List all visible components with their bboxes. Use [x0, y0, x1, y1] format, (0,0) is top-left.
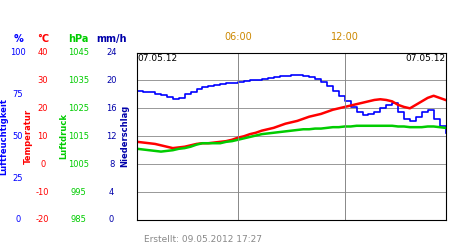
Text: 8: 8 [109, 160, 114, 169]
Text: 16: 16 [106, 104, 117, 113]
Text: 10: 10 [37, 132, 48, 141]
Text: 12: 12 [106, 132, 117, 141]
Text: 0: 0 [109, 216, 114, 224]
Text: Luftfeuchtigkeit: Luftfeuchtigkeit [0, 98, 8, 175]
Text: %: % [13, 34, 23, 44]
Text: 12:00: 12:00 [331, 32, 359, 42]
Text: 07.05.12: 07.05.12 [137, 54, 177, 63]
Text: 20: 20 [106, 76, 117, 85]
Text: Erstellt: 09.05.2012 17:27: Erstellt: 09.05.2012 17:27 [144, 235, 262, 244]
Text: 100: 100 [10, 48, 26, 57]
Text: 985: 985 [71, 216, 87, 224]
Text: 25: 25 [13, 174, 23, 182]
Text: 30: 30 [37, 76, 48, 85]
Text: 0: 0 [15, 216, 21, 224]
Text: 06:00: 06:00 [224, 32, 252, 42]
Text: °C: °C [37, 34, 49, 44]
Text: mm/h: mm/h [96, 34, 127, 44]
Text: Niederschlag: Niederschlag [121, 105, 130, 168]
Text: 1035: 1035 [68, 76, 89, 85]
Text: -20: -20 [36, 216, 50, 224]
Text: 1005: 1005 [68, 160, 89, 169]
Text: 1015: 1015 [68, 132, 89, 141]
Text: Luftdruck: Luftdruck [59, 113, 68, 159]
Text: 20: 20 [37, 104, 48, 113]
Text: 40: 40 [37, 48, 48, 57]
Text: hPa: hPa [68, 34, 89, 44]
Text: 0: 0 [40, 160, 45, 169]
Text: 4: 4 [109, 188, 114, 196]
Text: Temperatur: Temperatur [23, 109, 32, 164]
Text: -10: -10 [36, 188, 50, 196]
Text: 24: 24 [106, 48, 117, 57]
Text: 07.05.12: 07.05.12 [405, 54, 446, 63]
Text: 1025: 1025 [68, 104, 89, 113]
Text: 995: 995 [71, 188, 86, 196]
Text: 50: 50 [13, 132, 23, 141]
Text: 1045: 1045 [68, 48, 89, 57]
Text: 75: 75 [13, 90, 23, 99]
